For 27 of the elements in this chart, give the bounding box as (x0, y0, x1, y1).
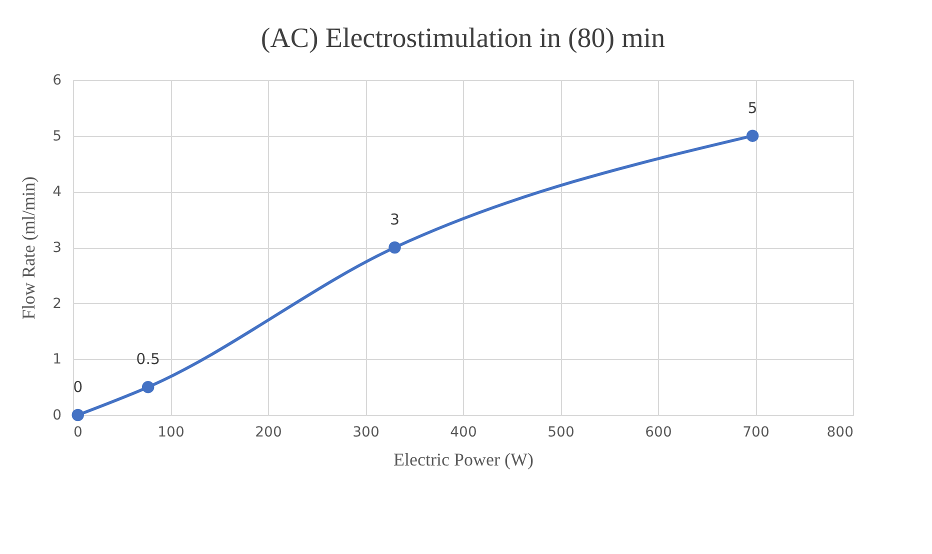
x-tick-label: 500 (548, 424, 574, 440)
x-axis-title: Electric Power (W) (394, 450, 534, 470)
point (142, 380, 154, 394)
x-tick-label: 0 (74, 424, 82, 440)
x-tick-label: 400 (450, 424, 477, 440)
x-tick-label: 700 (742, 424, 770, 440)
y-tick-label: 2 (52, 296, 62, 312)
data-label: 5 (748, 98, 758, 117)
y-tick-label: 4 (52, 184, 62, 200)
data-label: 0.5 (136, 350, 160, 368)
y-tick-label: 5 (52, 128, 62, 144)
y-tick-label: 1 (52, 352, 62, 368)
point (388, 241, 401, 254)
x-tick-label: 600 (645, 424, 672, 440)
data-label: 3 (390, 210, 400, 228)
x-tick-label: 300 (352, 424, 380, 440)
y-axis-title: Flow Rate (ml/min) (18, 176, 39, 320)
x-tick-label: 800 (826, 424, 854, 440)
point (72, 408, 84, 422)
y-tick-label: 6 (52, 72, 62, 88)
y-tick-label: 0 (52, 408, 62, 424)
data-label: 0 (73, 378, 83, 396)
x-tick-label: 100 (158, 424, 184, 440)
y-tick-label: 3 (52, 240, 62, 256)
chart-title: (AC) Electrostimulation in (80) min (260, 23, 666, 54)
x-tick-label: 200 (255, 424, 282, 440)
point (746, 130, 759, 142)
